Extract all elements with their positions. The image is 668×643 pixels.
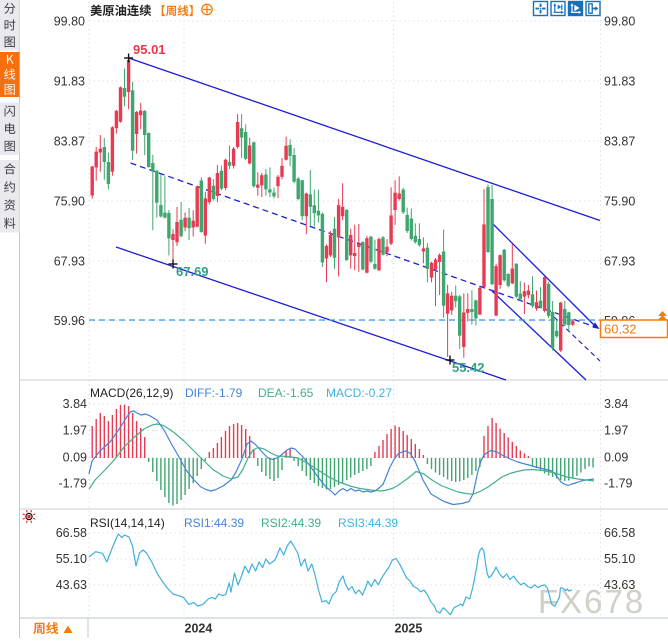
svg-text:75.90: 75.90 [54,195,85,209]
svg-text:3.84: 3.84 [604,397,628,411]
svg-text:91.83: 91.83 [54,75,85,89]
svg-text:91.83: 91.83 [604,75,635,89]
svg-text:55.10: 55.10 [604,552,635,566]
svg-text:67.93: 67.93 [54,255,85,269]
svg-text:3.84: 3.84 [63,397,87,411]
svg-text:55.10: 55.10 [56,552,87,566]
svg-text:FX678: FX678 [538,583,645,620]
svg-text:-1.79: -1.79 [59,477,88,491]
svg-text:DIFF:-1.79: DIFF:-1.79 [185,386,243,400]
svg-text:83.87: 83.87 [604,135,635,149]
svg-text:66.58: 66.58 [56,526,87,540]
svg-text:43.63: 43.63 [56,578,87,592]
svg-text:RSI3:44.39: RSI3:44.39 [338,516,398,530]
svg-text:1.97: 1.97 [63,424,87,438]
svg-text:75.90: 75.90 [604,195,635,209]
svg-text:RSI2:44.39: RSI2:44.39 [261,516,321,530]
svg-text:66.58: 66.58 [604,526,635,540]
svg-text:RSI1:44.39: RSI1:44.39 [184,516,244,530]
svg-text:RSI(14,14,14): RSI(14,14,14) [90,516,165,530]
svg-text:2024: 2024 [185,622,213,636]
svg-text:-1.79: -1.79 [604,477,633,491]
svg-text:99.80: 99.80 [604,15,635,29]
svg-text:67.69: 67.69 [176,264,209,279]
svg-text:99.80: 99.80 [54,15,85,29]
svg-text:67.93: 67.93 [604,255,635,269]
svg-text:95.01: 95.01 [133,42,166,57]
svg-text:55.42: 55.42 [452,360,485,375]
svg-text:0.09: 0.09 [604,451,628,465]
svg-text:MACD:-0.27: MACD:-0.27 [326,386,392,400]
svg-text:59.96: 59.96 [54,314,85,328]
svg-text:1.97: 1.97 [604,424,628,438]
svg-text:83.87: 83.87 [54,135,85,149]
svg-text:2025: 2025 [395,622,423,636]
svg-text:60.32: 60.32 [604,322,637,337]
svg-text:0.09: 0.09 [63,451,87,465]
svg-text:43.63: 43.63 [604,578,635,592]
svg-text:DEA:-1.65: DEA:-1.65 [258,386,314,400]
svg-text:MACD(26,12,9): MACD(26,12,9) [90,386,173,400]
